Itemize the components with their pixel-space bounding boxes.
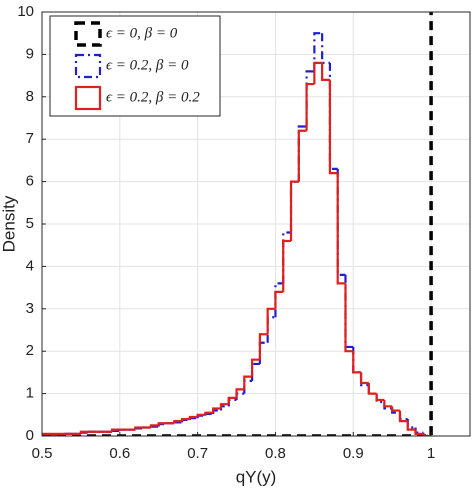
series-layer <box>42 12 433 436</box>
histogram-step <box>313 32 323 72</box>
histogram-step <box>406 421 416 431</box>
histogram-step <box>235 388 245 398</box>
histogram-step <box>383 399 393 408</box>
x-tick-label: 1 <box>427 445 435 462</box>
histogram-step <box>196 413 206 417</box>
histogram-step <box>42 432 50 436</box>
histogram-step <box>266 307 276 335</box>
histogram-step <box>110 428 120 432</box>
histogram-step <box>289 180 299 241</box>
histogram-step <box>258 333 268 360</box>
histogram-step <box>328 79 338 175</box>
histogram-step <box>422 433 432 436</box>
x-tick-label: 0.8 <box>265 445 286 462</box>
histogram-step <box>243 375 253 390</box>
legend-swatch <box>74 53 102 79</box>
histogram-step <box>367 383 377 395</box>
legend: ϵ = 0, β = 0 ϵ = 0.2, β = 0 ϵ = 0.2, β = 0… <box>49 15 221 117</box>
x-tick-label: 0.9 <box>343 445 364 462</box>
y-tick-label: 6 <box>26 173 34 190</box>
legend-label: ϵ = 0.2, β = 0 <box>106 57 189 73</box>
legend-label: ϵ = 0.2, β = 0.2 <box>106 89 200 105</box>
histogram-step <box>282 231 292 284</box>
y-tick-label: 8 <box>26 88 34 105</box>
y-tick-label: 1 <box>26 385 34 402</box>
y-tick-label: 9 <box>26 45 34 62</box>
histogram-step <box>173 420 183 424</box>
x-axis-label: qY(y) <box>236 467 277 486</box>
histogram-step <box>274 282 284 318</box>
histogram-step <box>134 426 144 430</box>
x-tick-label: 0.6 <box>109 445 130 462</box>
y-tick-label: 5 <box>26 215 34 232</box>
y-tick-label: 2 <box>26 342 34 359</box>
histogram-step <box>313 61 323 85</box>
histogram-step <box>321 62 330 81</box>
y-tick-label: 0 <box>26 427 34 444</box>
legend-label: ϵ = 0, β = 0 <box>106 25 178 41</box>
histogram-step <box>79 430 89 434</box>
histogram-step <box>180 417 190 422</box>
legend-swatch <box>74 21 102 47</box>
histogram-step <box>391 406 400 412</box>
histogram-step <box>305 82 315 131</box>
histogram-step <box>212 407 221 413</box>
histogram-step <box>188 415 198 420</box>
histogram-step <box>336 173 346 285</box>
histogram-step <box>227 396 237 405</box>
y-tick-label: 10 <box>17 3 34 20</box>
histogram-step <box>352 351 362 374</box>
histogram-step <box>173 421 183 424</box>
histogram-step <box>414 429 424 435</box>
histogram-step <box>282 239 292 292</box>
histogram-step <box>297 129 307 182</box>
y-tick-label: 3 <box>26 300 34 317</box>
histogram-step <box>398 410 408 423</box>
histogram-step <box>328 62 338 170</box>
histogram-step <box>204 411 214 415</box>
histogram-step <box>157 422 167 426</box>
histogram-step <box>375 393 385 402</box>
histogram-step <box>219 403 229 409</box>
histogram-step <box>274 290 284 309</box>
legend-swatch <box>74 85 102 111</box>
histogram-step <box>344 283 354 353</box>
histogram-step <box>251 358 260 377</box>
legend-box <box>49 15 221 117</box>
histogram-step <box>149 424 159 428</box>
x-tick-label: 0.5 <box>32 445 53 462</box>
y-tick-label: 7 <box>26 130 34 147</box>
histogram-step <box>359 372 369 385</box>
y-tick-label: 4 <box>26 257 34 274</box>
x-tick-label: 0.7 <box>187 445 208 462</box>
y-axis-label: Density <box>0 195 18 252</box>
histogram-step <box>110 429 120 433</box>
histogram-step <box>336 168 346 276</box>
histogram-step <box>149 425 159 428</box>
